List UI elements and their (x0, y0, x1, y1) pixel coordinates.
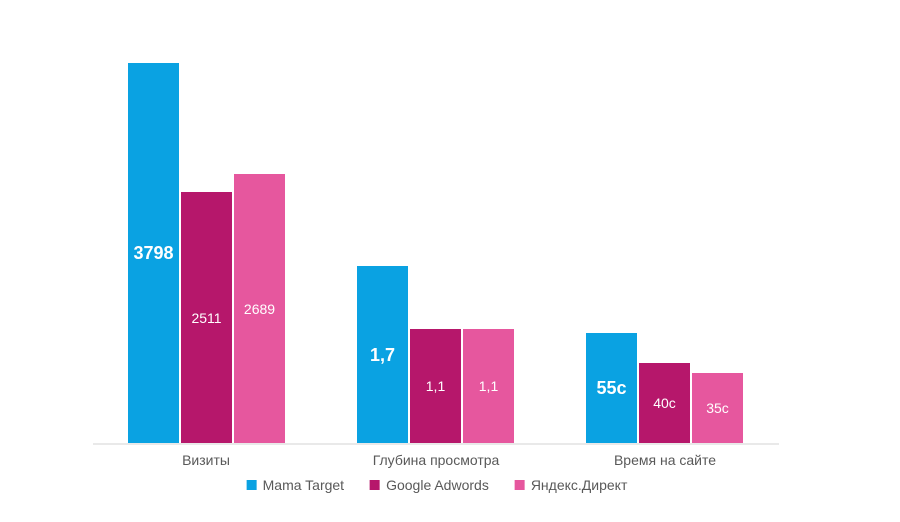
bar-yandex-direct-visits: 2689 (234, 174, 285, 443)
bar-yandex-direct-view-depth: 1,1 (463, 329, 514, 443)
bar-google-adwords-view-depth: 1,1 (410, 329, 461, 443)
bar-group-time-on-site: 55с 40с 35с (586, 333, 743, 443)
bar-value-label: 2689 (243, 300, 276, 317)
bar-mama-target-visits: 3798 (128, 63, 179, 443)
legend-marker-google-adwords (370, 480, 381, 490)
bar-value-label: 1,1 (425, 378, 446, 394)
bar-google-adwords-time-on-site: 40с (639, 363, 690, 443)
legend-item-yandex-direct: Яндекс.Директ (514, 477, 628, 493)
bar-value-label: 55с (596, 378, 627, 398)
legend-label: Google Adwords (386, 477, 489, 493)
bar-value-label: 1,1 (478, 378, 499, 394)
bar-mama-target-view-depth: 1,7 (357, 266, 408, 443)
legend: Mama Target Google Adwords Яндекс.Директ (246, 477, 628, 493)
bar-group-visits: 3798 2511 2689 (128, 63, 285, 443)
bar-value-label: 40с (653, 395, 676, 411)
legend-label: Яндекс.Директ (530, 477, 628, 493)
bar-yandex-direct-time-on-site: 35с (692, 373, 743, 443)
bar-value-label: 35с (706, 400, 729, 416)
bar-google-adwords-visits: 2511 (181, 192, 232, 443)
plot-area: 3798 2511 2689 1,7 1,1 1,1 55с (93, 0, 779, 445)
legend-label: Mama Target (262, 477, 345, 493)
bar-value-label: 2511 (191, 309, 222, 326)
legend-item-google-adwords: Google Adwords (370, 477, 489, 493)
bar-mama-target-time-on-site: 55с (586, 333, 637, 443)
bar-group-view-depth: 1,7 1,1 1,1 (357, 266, 514, 443)
legend-item-mama-target: Mama Target (246, 477, 345, 493)
legend-marker-mama-target (246, 480, 257, 490)
category-label-time-on-site: Время на сайте (613, 452, 717, 468)
category-label-visits: Визиты (182, 452, 230, 468)
x-axis-line (93, 443, 779, 445)
bar-value-label: 3798 (133, 243, 174, 263)
category-label-view-depth: Глубина просмотра (372, 452, 500, 468)
bar-value-label: 1,7 (369, 344, 396, 365)
legend-marker-yandex-direct (514, 480, 525, 490)
